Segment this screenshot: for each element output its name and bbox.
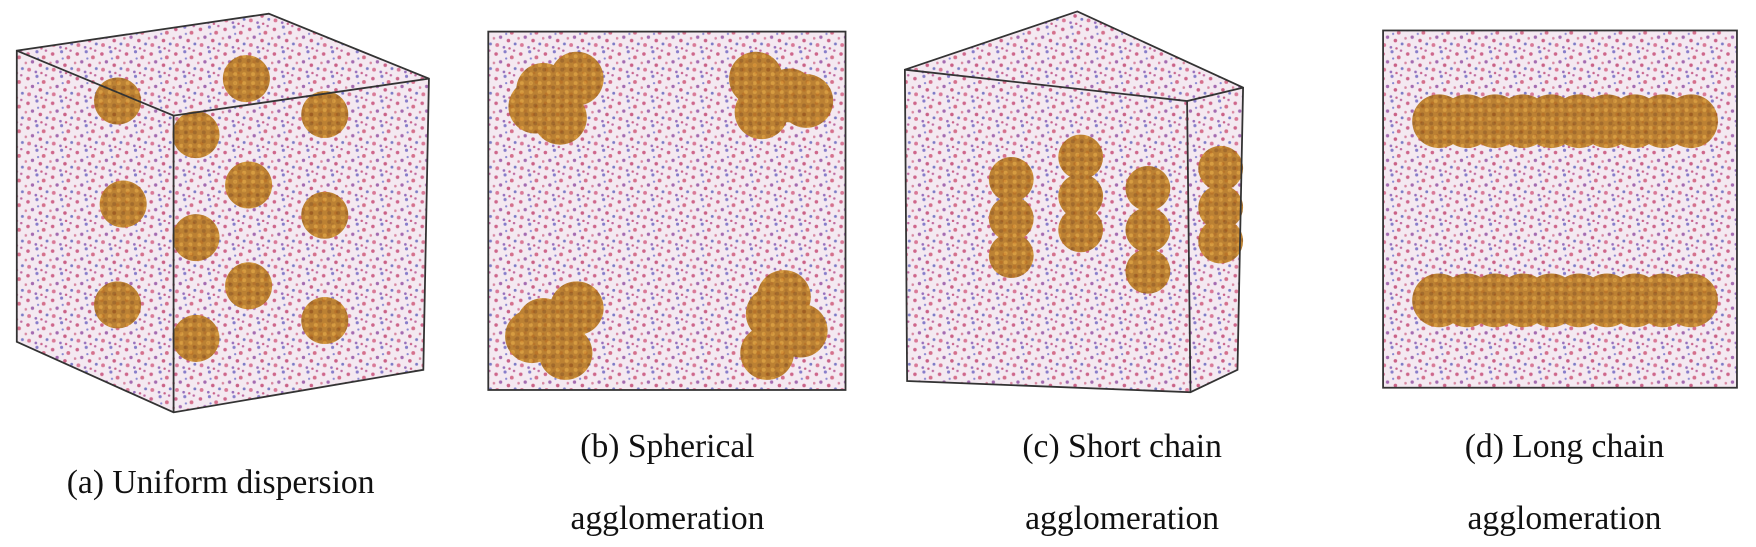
- particle: [549, 281, 604, 336]
- particle: [740, 326, 795, 380]
- panel-a: [15, 12, 430, 414]
- particle: [505, 309, 559, 364]
- panel-b: [487, 30, 847, 391]
- caption: (c) Short chain: [1022, 428, 1222, 465]
- particle: [172, 314, 220, 362]
- box-outline: [1382, 29, 1738, 389]
- caption: agglomeration: [1468, 500, 1662, 537]
- particle: [1664, 273, 1718, 328]
- cube: [16, 13, 429, 413]
- nanoparticles: [988, 134, 1244, 294]
- particle: [1198, 185, 1244, 230]
- panel-d: [1382, 29, 1738, 389]
- particle: [99, 180, 147, 228]
- particle: [1125, 248, 1171, 294]
- particle: [1664, 94, 1718, 149]
- particle: [1058, 173, 1104, 219]
- particle: [757, 270, 811, 324]
- particle: [301, 90, 349, 138]
- particle: [988, 196, 1034, 242]
- panel-c: [903, 10, 1244, 394]
- particle: [301, 191, 349, 239]
- particle: [1058, 207, 1104, 253]
- particle: [1125, 165, 1171, 211]
- particle: [94, 77, 142, 125]
- box-outline: [487, 30, 847, 391]
- particle: [225, 262, 273, 310]
- particle: [1125, 207, 1171, 253]
- particle: [1198, 218, 1244, 264]
- cube-outline: [15, 12, 430, 414]
- particle: [225, 161, 273, 209]
- caption: (d) Long chain: [1465, 428, 1665, 465]
- particle: [172, 111, 220, 159]
- cube-outline: [903, 10, 1244, 394]
- caption: (b) Spherical: [580, 428, 754, 465]
- particle: [301, 297, 349, 345]
- caption: agglomeration: [570, 500, 764, 537]
- particle: [508, 79, 563, 134]
- particle: [172, 214, 220, 262]
- particle: [1058, 134, 1104, 180]
- nanoparticles: [1412, 94, 1718, 328]
- particle: [988, 157, 1034, 202]
- caption: (a) Uniform dispersion: [67, 464, 375, 501]
- particle: [94, 281, 142, 329]
- particle: [222, 55, 270, 103]
- particle: [734, 85, 789, 140]
- particle: [1198, 145, 1244, 191]
- particle: [779, 74, 834, 128]
- cube-edge: [1186, 101, 1192, 393]
- box: [1383, 30, 1737, 388]
- nanoparticles: [94, 55, 349, 362]
- particle: [988, 233, 1034, 278]
- caption: agglomeration: [1025, 500, 1219, 537]
- nanoparticles: [505, 51, 834, 380]
